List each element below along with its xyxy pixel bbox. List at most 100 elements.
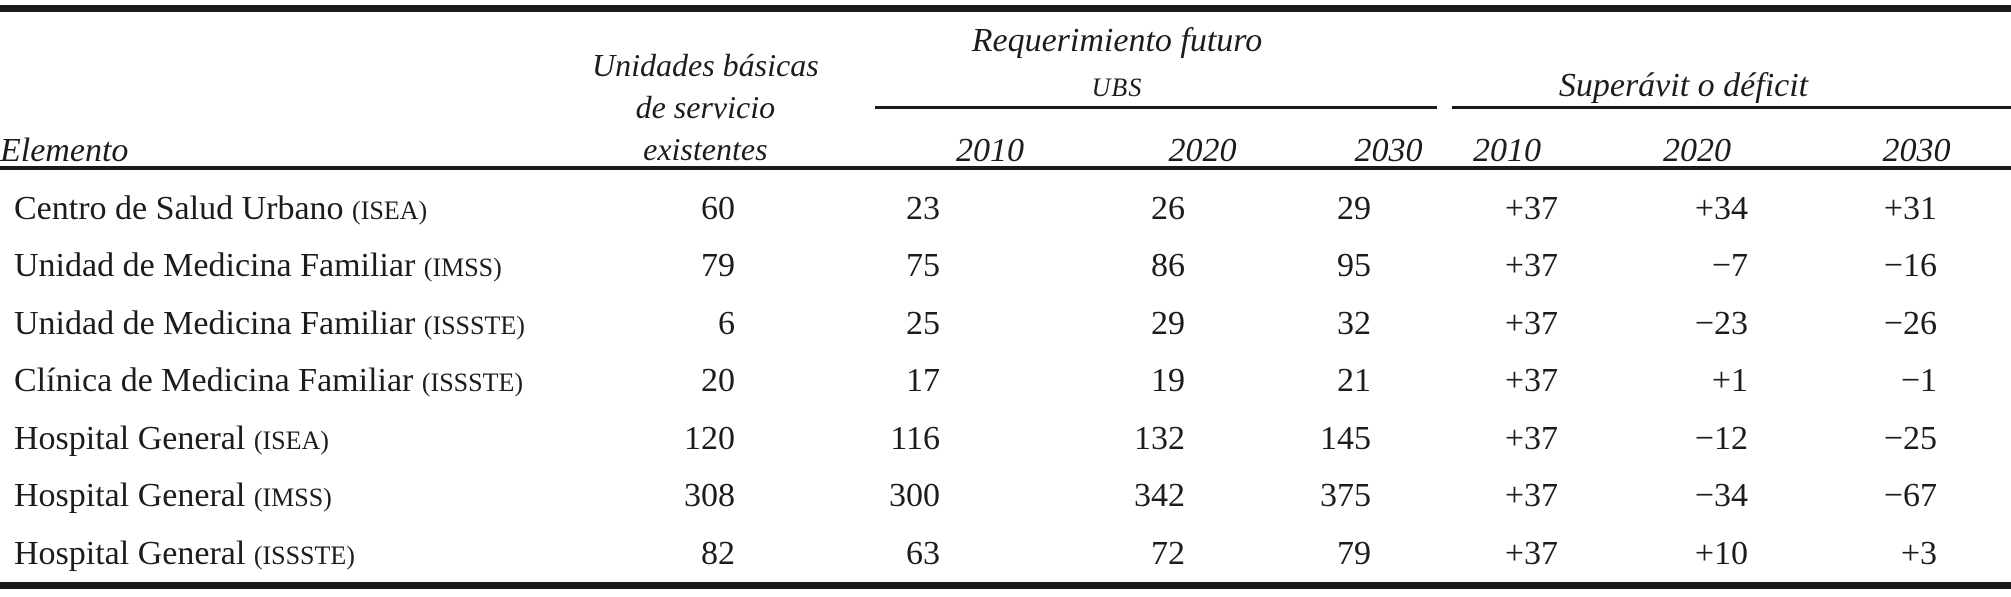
element-name: Hospital General <box>14 419 246 457</box>
requerimiento-group-rule <box>875 106 1437 109</box>
header-bottom-rule <box>0 166 2011 170</box>
bottom-rule <box>0 582 2011 589</box>
table-row: Hospital General (ISSSTE) 82 63 72 79 +3… <box>0 525 2011 583</box>
sup-2030-cell: −67 <box>1883 477 1937 515</box>
element-acronym: (IMSS) <box>253 483 332 513</box>
element-name: Unidad de Medicina Familiar <box>14 304 416 342</box>
existing-units-cell: 308 <box>684 477 735 515</box>
sup-2020-cell: +1 <box>1711 362 1748 400</box>
sup-2010-cell: +37 <box>1504 477 1558 515</box>
existing-units-cell: 6 <box>718 304 735 342</box>
sup-2030-cell: +3 <box>1900 534 1937 572</box>
sup-year-header-2010: 2010 <box>1473 132 1541 169</box>
header-row-2: UBS Superávit o déficit <box>0 60 2011 109</box>
table-body: Centro de Salud Urbano (ISEA) 60 23 26 2… <box>0 180 2011 583</box>
column-header-existing-units: Unidades básicas de servicio existentes <box>555 12 819 180</box>
element-name: Hospital General <box>14 477 246 515</box>
header-spacer <box>0 12 555 60</box>
column-header-elemento: Elemento <box>0 132 129 169</box>
sup-2020-cell: −34 <box>1694 477 1748 515</box>
group-header-requerimiento-futuro: Requerimiento futuro <box>971 22 1263 59</box>
req-year-header-2030: 2030 <box>1354 132 1423 169</box>
req-2030-cell: 95 <box>1337 247 1371 285</box>
group-header-ubs: UBS <box>1091 73 1143 102</box>
req-2010-cell: 116 <box>890 419 940 457</box>
sup-2030-cell: −16 <box>1883 247 1937 285</box>
sup-year-header-2020: 2020 <box>1663 132 1731 169</box>
element-cell: Hospital General (ISSSTE) <box>0 525 555 583</box>
req-2010-cell: 17 <box>906 362 940 400</box>
req-2030-cell: 21 <box>1337 362 1371 400</box>
group-header-superavit-deficit: Superávit o déficit <box>1558 67 1809 104</box>
element-acronym: (IMSS) <box>423 253 502 283</box>
sup-2010-cell: +37 <box>1504 304 1558 342</box>
top-rule <box>0 5 2011 12</box>
sup-year-header-2030: 2030 <box>1882 132 1951 169</box>
sup-2020-cell: +34 <box>1694 189 1748 227</box>
element-acronym: (ISSSTE) <box>423 310 525 340</box>
existing-units-cell: 60 <box>701 189 735 227</box>
req-2030-cell: 32 <box>1337 304 1371 342</box>
element-cell: Hospital General (IMSS) <box>0 468 555 526</box>
req-2010-cell: 300 <box>889 477 940 515</box>
req-year-header-2020: 2020 <box>1168 132 1237 169</box>
superavit-group-rule <box>1452 106 2011 109</box>
table-row: Centro de Salud Urbano (ISEA) 60 23 26 2… <box>0 180 2011 238</box>
element-cell: Unidad de Medicina Familiar (IMSS) <box>0 238 555 296</box>
element-acronym: (ISEA) <box>352 195 428 225</box>
req-2030-cell: 145 <box>1320 419 1371 457</box>
sup-2010-cell: +37 <box>1504 362 1558 400</box>
header-spacer <box>1382 12 2011 60</box>
req-2010-cell: 23 <box>906 189 940 227</box>
existing-units-line-2: de servicio <box>635 89 776 125</box>
element-acronym: (ISSSTE) <box>421 368 524 398</box>
sup-2010-cell: +37 <box>1504 534 1558 572</box>
req-2010-cell: 63 <box>906 534 940 572</box>
element-acronym: (ISSSTE) <box>253 540 355 570</box>
element-cell: Hospital General (ISEA) <box>0 410 555 468</box>
existing-units-cell: 120 <box>684 419 735 457</box>
sup-2010-cell: +37 <box>1504 189 1558 227</box>
existing-units-line-3: existentes <box>643 131 768 167</box>
req-2020-cell: 86 <box>1151 247 1185 285</box>
existing-units-cell: 82 <box>701 534 735 572</box>
existing-units-cell: 20 <box>701 362 735 400</box>
header-row-1: Unidades básicas de servicio existentes … <box>0 12 2011 167</box>
header-spacer <box>0 60 555 109</box>
req-2010-cell: 25 <box>906 304 940 342</box>
table-row: Hospital General (ISEA) 120 116 132 145 … <box>0 410 2011 468</box>
sup-2020-cell: −7 <box>1711 247 1748 285</box>
req-2020-cell: 72 <box>1151 534 1185 572</box>
sup-2010-cell: +37 <box>1504 419 1558 457</box>
sup-2030-cell: −1 <box>1900 362 1937 400</box>
sup-2020-cell: −12 <box>1694 419 1748 457</box>
req-year-header-2010: 2010 <box>956 132 1024 169</box>
req-2030-cell: 79 <box>1337 534 1371 572</box>
element-name: Unidad de Medicina Familiar <box>14 247 416 285</box>
table-row: Unidad de Medicina Familiar (IMSS) 79 75… <box>0 238 2011 296</box>
table-row: Unidad de Medicina Familiar (ISSSTE) 6 2… <box>0 295 2011 353</box>
element-name: Centro de Salud Urbano <box>14 189 344 227</box>
element-name: Clínica de Medicina Familiar <box>14 362 414 400</box>
sup-2030-cell: +31 <box>1883 189 1937 227</box>
req-2030-cell: 29 <box>1337 189 1371 227</box>
element-acronym: (ISEA) <box>253 425 329 455</box>
req-2020-cell: 342 <box>1134 477 1185 515</box>
sup-2020-cell: +10 <box>1694 534 1748 572</box>
element-cell: Unidad de Medicina Familiar (ISSSTE) <box>0 295 555 353</box>
header-row-3: Elemento 2010 2020 2030 2010 2020 2030 <box>0 109 2011 180</box>
sup-2030-cell: −26 <box>1883 304 1937 342</box>
element-name: Hospital General <box>14 534 246 572</box>
req-2010-cell: 75 <box>906 247 940 285</box>
existing-units-cell: 79 <box>701 247 735 285</box>
element-cell: Centro de Salud Urbano (ISEA) <box>0 180 555 238</box>
sup-2020-cell: −23 <box>1694 304 1748 342</box>
req-2020-cell: 26 <box>1151 189 1185 227</box>
req-2020-cell: 29 <box>1151 304 1185 342</box>
req-2020-cell: 132 <box>1134 419 1185 457</box>
table-row: Clínica de Medicina Familiar (ISSSTE) 20… <box>0 353 2011 411</box>
existing-units-line-1: Unidades básicas <box>592 47 819 83</box>
sup-2030-cell: −25 <box>1883 419 1937 457</box>
req-2030-cell: 375 <box>1320 477 1371 515</box>
